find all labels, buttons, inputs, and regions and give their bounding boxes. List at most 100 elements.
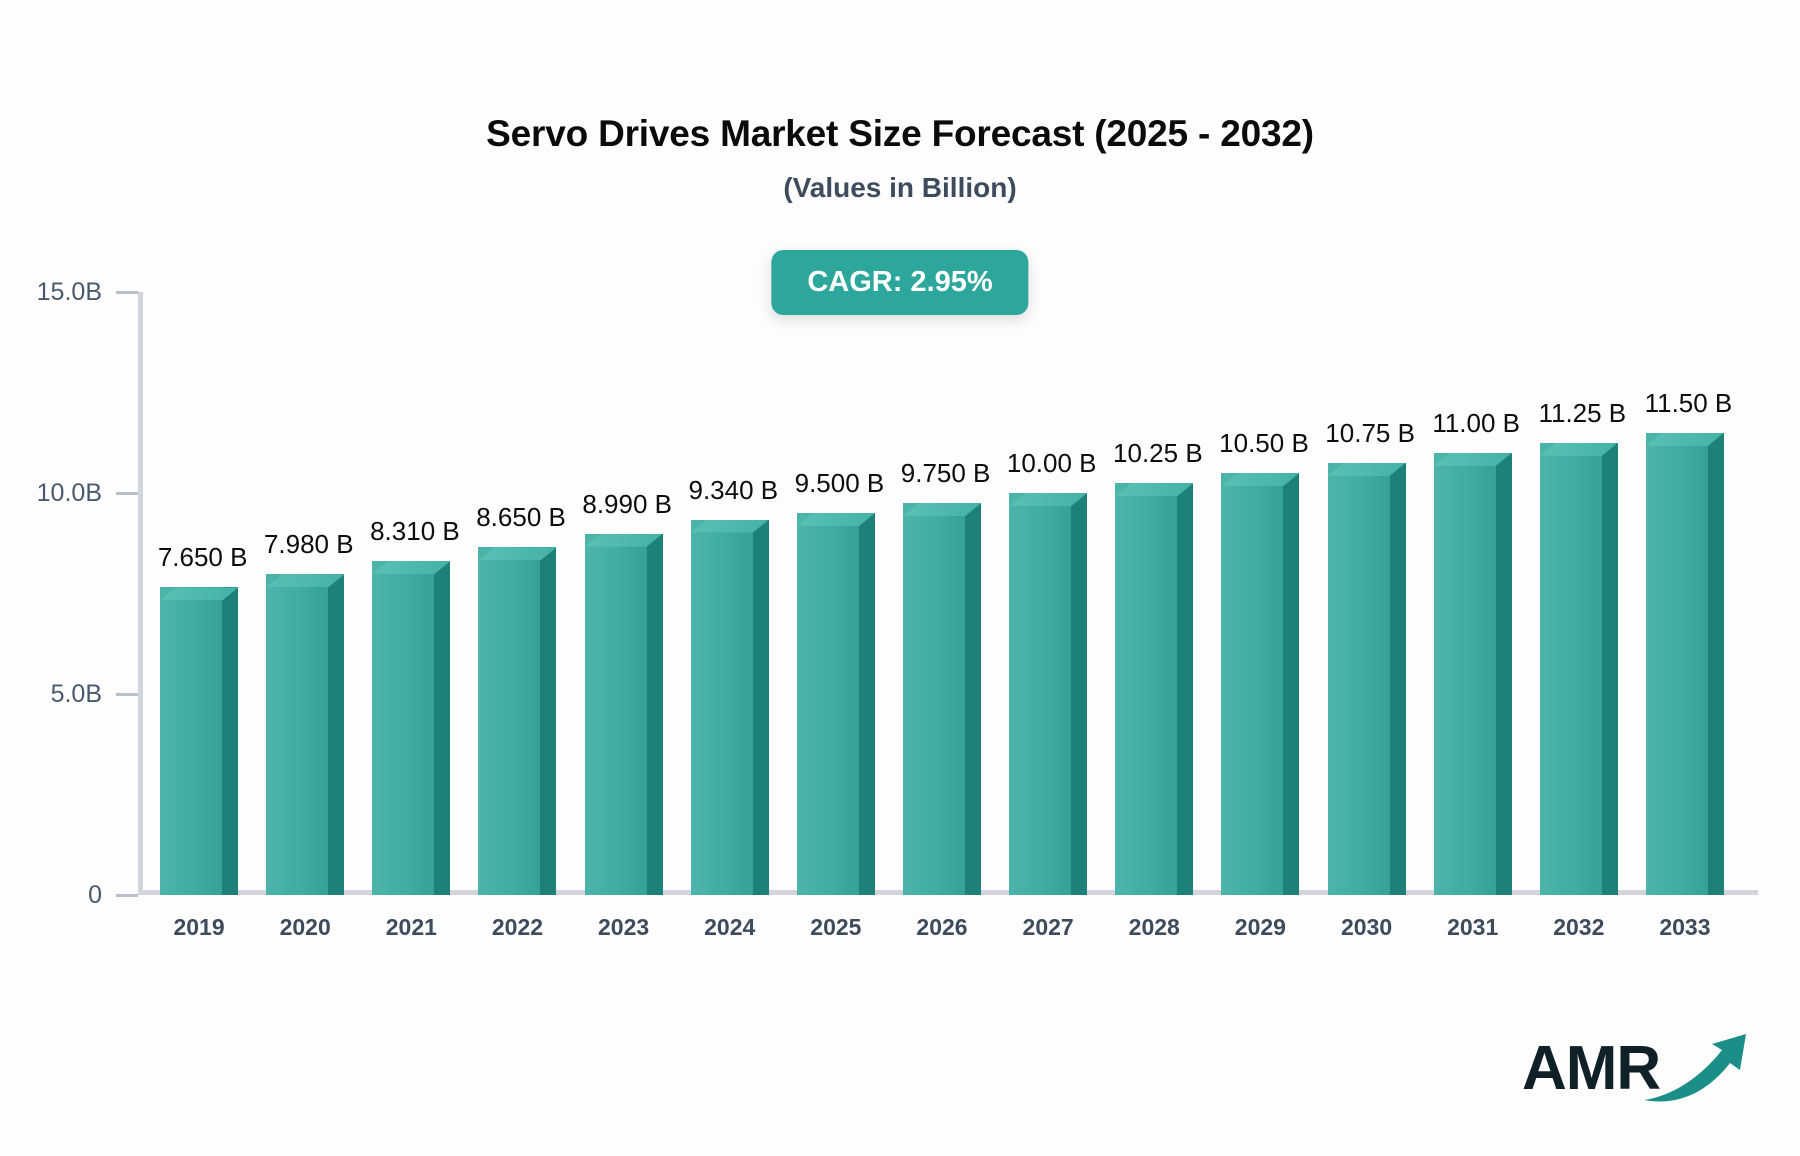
bar-front-face bbox=[1327, 462, 1390, 895]
bar-value-label: 10.25 B bbox=[1113, 437, 1203, 468]
bar[interactable] bbox=[160, 587, 239, 895]
bar-top-face bbox=[160, 587, 239, 601]
bar-top-face-fill bbox=[1539, 442, 1618, 456]
bar-series: 7.650 B 2019 7.980 B 2020 8.310 B 2021 8.650 B… bbox=[138, 287, 1758, 940]
bar-top-face bbox=[1645, 432, 1724, 446]
bar-front-face bbox=[1433, 452, 1496, 895]
bar-group[interactable]: 10.75 B 2030 bbox=[1325, 418, 1415, 940]
bar-side-face bbox=[1177, 482, 1194, 895]
bar-group[interactable]: 9.340 B 2024 bbox=[688, 475, 778, 940]
bar[interactable] bbox=[796, 513, 875, 895]
x-axis-category-label: 2031 bbox=[1447, 914, 1499, 940]
bar-top-face bbox=[1009, 493, 1088, 506]
y-axis-line bbox=[138, 292, 143, 895]
bar-front-face bbox=[266, 574, 329, 895]
y-axis-tick-label: 15.0B bbox=[36, 277, 102, 306]
x-axis-category-label: 2021 bbox=[385, 914, 437, 940]
bar-value-label: 11.00 B bbox=[1432, 407, 1521, 438]
bar-top-face-fill bbox=[266, 574, 345, 588]
bar-value-label: 9.340 B bbox=[688, 474, 779, 505]
bar-side-face bbox=[1283, 472, 1300, 895]
bar-front-face bbox=[1221, 472, 1284, 895]
bar[interactable] bbox=[584, 533, 663, 895]
bar-front-face bbox=[478, 547, 541, 895]
bar-top-face-fill bbox=[1327, 462, 1406, 476]
bar-group[interactable]: 7.980 B 2020 bbox=[264, 529, 354, 940]
bar-top-face bbox=[584, 533, 663, 547]
bar-group[interactable]: 10.00 B 2027 bbox=[1007, 448, 1097, 940]
bar[interactable] bbox=[1433, 452, 1512, 895]
bar-top-face-fill bbox=[903, 503, 981, 517]
bar-top-face-fill bbox=[1009, 493, 1088, 506]
bar[interactable] bbox=[690, 519, 769, 895]
bar[interactable] bbox=[1115, 482, 1194, 895]
bar[interactable] bbox=[1327, 462, 1406, 895]
bar-value-label: 9.750 B bbox=[900, 458, 991, 489]
bar-group[interactable]: 7.650 B 2019 bbox=[158, 542, 248, 940]
amr-logo-text: AMR bbox=[1522, 1034, 1661, 1103]
bar-side-face bbox=[1389, 462, 1406, 895]
bar[interactable] bbox=[372, 560, 451, 895]
bar-group[interactable]: 8.310 B 2021 bbox=[370, 516, 460, 940]
bar-group[interactable]: 9.500 B 2025 bbox=[795, 468, 885, 940]
plot-area: 0 5.0B 10.0B 15.0B 7.650 B 2019 7.980 B 2020 8.… bbox=[37, 278, 1758, 940]
bar-top-face bbox=[903, 503, 981, 517]
y-axis-tick-mark bbox=[116, 290, 138, 294]
bar-top-face bbox=[1115, 482, 1194, 496]
bar-top-face-fill bbox=[1433, 452, 1512, 466]
bar-front-face bbox=[1539, 442, 1602, 895]
bar-value-label: 11.50 B bbox=[1644, 387, 1733, 418]
bar-front-face bbox=[584, 533, 647, 895]
bar[interactable] bbox=[266, 574, 345, 895]
x-axis-category-label: 2020 bbox=[279, 914, 331, 940]
bar[interactable] bbox=[903, 503, 981, 895]
bar-value-label: 10.00 B bbox=[1006, 448, 1097, 478]
y-axis-tick-mark bbox=[116, 692, 138, 696]
bar-front-face bbox=[796, 513, 859, 895]
bar-side-face bbox=[646, 533, 663, 895]
bar-top-face bbox=[1539, 442, 1618, 456]
bar-group[interactable]: 10.25 B 2028 bbox=[1113, 438, 1203, 940]
bar-top-face-fill bbox=[796, 513, 875, 527]
y-axis-tick-mark bbox=[116, 893, 138, 897]
bar-side-face bbox=[1495, 452, 1512, 895]
bar-top-face bbox=[266, 574, 345, 588]
bar[interactable] bbox=[1221, 472, 1300, 895]
bar-front-face bbox=[903, 503, 965, 895]
bar-top-face bbox=[372, 560, 451, 574]
bar-value-label: 11.25 B bbox=[1538, 397, 1627, 428]
bar-group[interactable]: 8.650 B 2022 bbox=[476, 502, 566, 940]
bar-value-label: 9.500 B bbox=[794, 468, 885, 499]
bar-top-face-fill bbox=[372, 560, 451, 574]
bar-group[interactable]: 9.750 B 2026 bbox=[901, 458, 991, 940]
bar[interactable] bbox=[1009, 493, 1088, 895]
x-axis-category-label: 2024 bbox=[704, 914, 756, 940]
x-axis-category-label: 2032 bbox=[1553, 914, 1605, 940]
y-axis-tick-label: 10.0B bbox=[36, 478, 102, 507]
cagr-badge: CAGR: 2.95% bbox=[771, 250, 1029, 315]
bar-group[interactable]: 10.50 B 2029 bbox=[1219, 428, 1309, 940]
bar-top-face bbox=[690, 519, 769, 533]
bar-top-face-fill bbox=[584, 533, 663, 547]
bar-side-face bbox=[752, 519, 769, 895]
bar-top-face bbox=[478, 547, 557, 561]
bar[interactable] bbox=[1539, 442, 1618, 895]
bar-side-face bbox=[965, 503, 981, 895]
bar[interactable] bbox=[478, 547, 557, 895]
x-axis-category-label: 2027 bbox=[1022, 914, 1074, 940]
bar-value-label: 8.990 B bbox=[582, 488, 672, 519]
y-axis-tick-label: 0 bbox=[88, 880, 102, 909]
bar-side-face bbox=[328, 574, 345, 895]
bar[interactable] bbox=[1645, 432, 1724, 895]
bar-group[interactable]: 11.50 B 2033 bbox=[1645, 388, 1733, 940]
bar-group[interactable]: 8.990 B 2023 bbox=[582, 489, 672, 940]
bar-front-face bbox=[160, 587, 223, 895]
bar-group[interactable]: 11.00 B 2031 bbox=[1432, 408, 1520, 940]
bar-side-face bbox=[434, 560, 451, 895]
growth-arrow-icon bbox=[1644, 1034, 1746, 1102]
bar-group[interactable]: 11.25 B 2032 bbox=[1538, 398, 1626, 940]
chart-subtitle: (Values in Billion) bbox=[783, 172, 1017, 203]
bar-value-label: 7.980 B bbox=[263, 529, 354, 560]
bar-front-face bbox=[1645, 432, 1708, 895]
